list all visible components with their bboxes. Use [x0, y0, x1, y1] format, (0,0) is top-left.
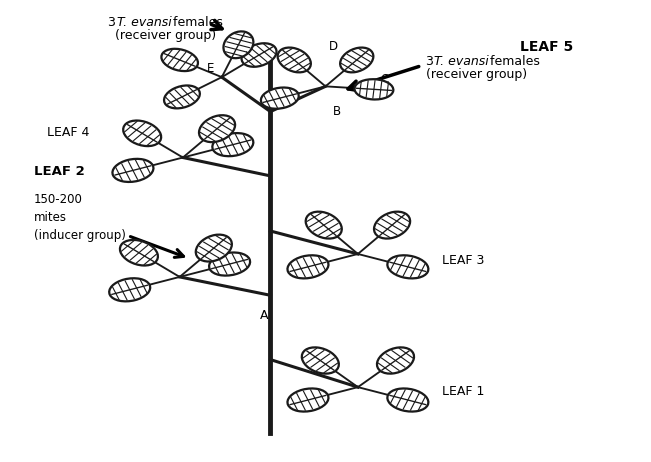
Ellipse shape [123, 121, 161, 146]
Text: LEAF 1: LEAF 1 [442, 385, 484, 398]
Ellipse shape [355, 79, 393, 99]
Text: (receiver group): (receiver group) [426, 68, 527, 81]
Ellipse shape [113, 159, 154, 182]
Ellipse shape [387, 389, 428, 412]
Text: C: C [381, 73, 389, 86]
Ellipse shape [277, 48, 311, 73]
Text: females: females [169, 16, 223, 29]
Ellipse shape [374, 212, 410, 238]
Text: females: females [486, 55, 540, 67]
Ellipse shape [164, 85, 200, 109]
Text: E: E [206, 62, 214, 75]
Ellipse shape [199, 115, 235, 142]
Ellipse shape [209, 253, 250, 276]
Text: A: A [260, 309, 268, 322]
Ellipse shape [261, 87, 299, 109]
Ellipse shape [242, 43, 277, 67]
Ellipse shape [302, 347, 339, 374]
Text: T. evansi: T. evansi [117, 16, 171, 29]
Ellipse shape [120, 240, 158, 266]
Ellipse shape [196, 235, 232, 261]
Text: 3: 3 [108, 16, 120, 29]
Text: D: D [329, 40, 338, 53]
Text: 3: 3 [426, 55, 438, 67]
Text: B: B [333, 105, 341, 118]
Text: (receiver group): (receiver group) [115, 29, 216, 43]
Ellipse shape [288, 389, 329, 412]
Ellipse shape [377, 347, 414, 374]
Ellipse shape [161, 49, 198, 71]
Ellipse shape [223, 31, 253, 58]
Ellipse shape [288, 255, 329, 279]
Text: LEAF 3: LEAF 3 [442, 255, 484, 267]
Ellipse shape [212, 133, 253, 156]
Text: 150-200
mites
(inducer group): 150-200 mites (inducer group) [34, 193, 126, 242]
Ellipse shape [109, 278, 150, 301]
Text: LEAF 2: LEAF 2 [34, 165, 85, 178]
Text: LEAF 5: LEAF 5 [520, 40, 574, 55]
Text: T. evansi: T. evansi [434, 55, 488, 67]
Ellipse shape [306, 212, 342, 238]
Ellipse shape [387, 255, 428, 279]
Text: LEAF 4: LEAF 4 [47, 126, 89, 139]
Ellipse shape [340, 48, 374, 73]
